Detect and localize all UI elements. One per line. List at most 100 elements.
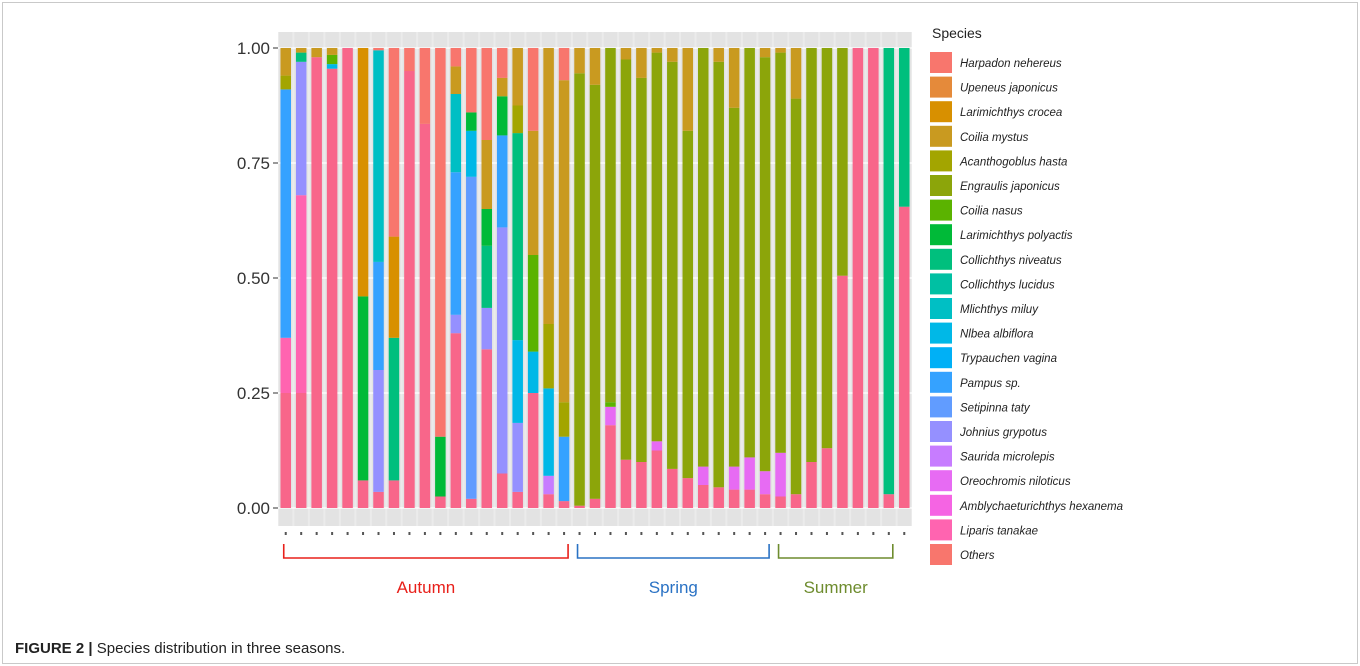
bar-segment [775, 48, 786, 53]
legend-label: Others [960, 550, 995, 562]
x-tick [671, 532, 674, 535]
bar-segment [357, 480, 369, 508]
bar-segment [589, 48, 601, 85]
bar-segment [852, 48, 864, 508]
bar-segment [558, 436, 570, 502]
bar-segment [373, 50, 384, 262]
bar-23 [620, 48, 632, 508]
bar-segment [589, 84, 601, 499]
bar-segment [450, 172, 462, 315]
x-tick [578, 532, 581, 535]
bar-segment [713, 61, 724, 488]
bar-segment [512, 105, 523, 134]
legend-label: Liparis tanakae [960, 525, 1038, 537]
x-tick [717, 532, 720, 535]
bar-segment [527, 393, 539, 508]
bar-segment [326, 64, 338, 69]
bar-segment [558, 402, 570, 437]
bar-segment [280, 393, 291, 508]
legend-swatch [930, 224, 952, 246]
bar-segment [466, 176, 477, 499]
legend-label: Acanthogoblus hasta [959, 156, 1067, 168]
bar-33 [775, 48, 786, 508]
legend-swatch [930, 519, 952, 541]
bar-6 [357, 48, 369, 508]
bar-segment [574, 505, 585, 508]
legend-swatch [930, 371, 952, 393]
bar-segment [667, 468, 678, 508]
x-tick [331, 532, 334, 535]
bar-segment [527, 351, 539, 393]
bar-17 [527, 48, 539, 508]
bar-segment [450, 314, 462, 334]
bar-segment [744, 489, 755, 508]
legend-label: Collichthys niveatus [960, 255, 1062, 267]
x-tick [748, 532, 751, 535]
bar-18 [543, 48, 554, 508]
bar-29 [713, 48, 724, 508]
bar-segment [636, 77, 647, 463]
caption-text: Species distribution in three seasons. [96, 640, 346, 657]
bar-segment [481, 140, 493, 209]
bar-8 [388, 48, 400, 508]
legend-swatch [930, 544, 952, 565]
bars-layer [280, 48, 910, 509]
legend-entry: Coilia mystus [930, 125, 1029, 147]
bar-13 [466, 48, 477, 508]
bar-14 [481, 48, 493, 508]
legend-entry: Trypauchen vagina [930, 347, 1057, 369]
bar-segment [759, 48, 771, 58]
bar-21 [589, 48, 601, 508]
bar-segment [775, 52, 786, 453]
bar-segment [620, 48, 632, 60]
bar-segment [496, 77, 508, 97]
bar-segment [357, 296, 369, 481]
x-tick [501, 532, 504, 535]
bar-segment [450, 333, 462, 508]
x-tick [470, 532, 473, 535]
bar-segment [280, 75, 291, 90]
legend-label: Larimichthys crocea [960, 107, 1062, 119]
season-label: Spring [649, 578, 698, 597]
legend-entry: Setipinna taty [930, 396, 1031, 418]
bar-segment [512, 133, 523, 341]
x-tick [624, 532, 627, 535]
season-label: Autumn [397, 578, 456, 597]
season-bracket-spring: Spring [576, 544, 770, 597]
bar-segment [388, 337, 400, 481]
bar-35 [806, 48, 817, 508]
bar-segment [357, 48, 369, 297]
legend: Species Harpadon nehereus Upeneus japonicu… [930, 25, 1123, 565]
legend-swatch [930, 273, 952, 295]
bar-segment [543, 48, 554, 324]
bar-segment [697, 48, 709, 467]
legend-swatch [930, 150, 952, 172]
bar-segment [295, 61, 307, 196]
legend-entry: Oreochromis niloticus [930, 470, 1071, 492]
bar-28 [697, 48, 709, 508]
bar-1 [280, 48, 291, 508]
bar-segment [744, 457, 755, 490]
y-tick-label: 0.75 [237, 154, 270, 173]
bar-segment [450, 48, 462, 67]
bar-16 [512, 48, 523, 508]
bar-segment [651, 48, 663, 53]
bar-segment [837, 48, 848, 276]
bar-segment [404, 71, 415, 508]
bar-segment [620, 459, 632, 508]
legend-swatch [930, 322, 952, 344]
legend-entry: Harpadon nehereus [930, 52, 1062, 73]
bar-segment [295, 48, 307, 53]
x-tick [609, 532, 612, 535]
x-tick [872, 532, 875, 535]
legend-swatch [930, 421, 952, 442]
bar-segment [806, 462, 817, 508]
y-tick-label: 1.00 [237, 39, 270, 58]
bar-segment [744, 48, 755, 458]
x-tick [903, 532, 906, 535]
bar-segment [326, 68, 338, 508]
bar-segment [527, 255, 539, 352]
bar-segment [466, 48, 477, 113]
bar-segment [759, 57, 771, 472]
